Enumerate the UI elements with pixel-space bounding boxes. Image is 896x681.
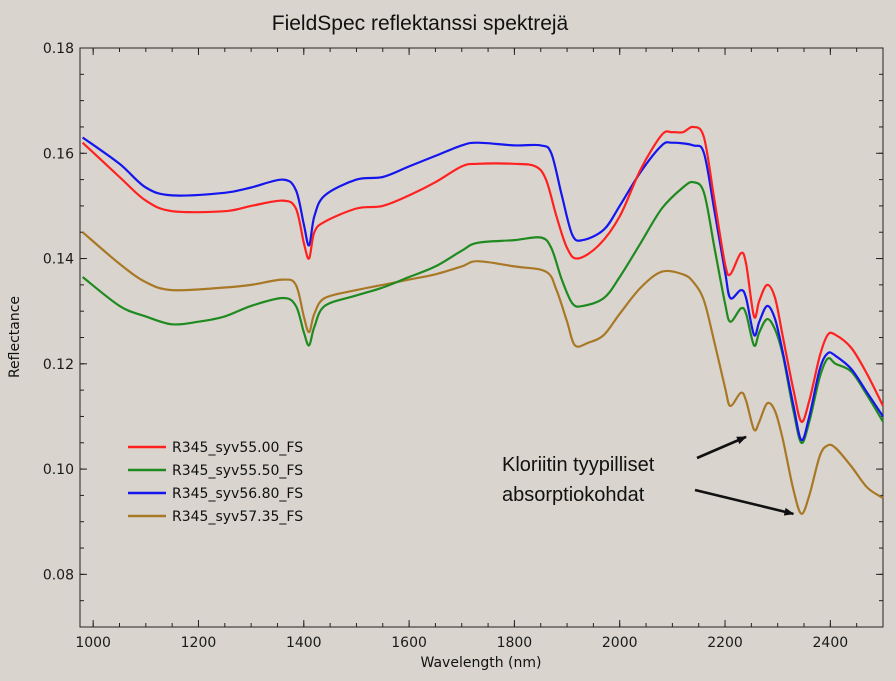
x-tick-label: 2400 [813,635,849,651]
x-tick-label: 2200 [707,635,743,651]
y-tick-label: 0.08 [43,567,74,583]
series-line-R345_syv57.35_FS [81,231,884,515]
legend-label: R345_syv56.80_FS [172,486,303,502]
annotation-arrow [694,488,795,516]
legend-label: R345_syv55.50_FS [172,463,303,479]
legend-label: R345_syv57.35_FS [172,509,303,525]
series-layer [81,125,884,515]
annotation: Kloriitin tyypilliset absorptiokohdat [502,435,795,516]
x-tick-label: 1600 [391,635,427,651]
series-line-R345_syv56.80_FS [81,136,884,442]
legend: R345_syv55.00_FS R345_syv55.50_FS R345_syv… [128,440,303,525]
annotation-line-1: Kloriitin tyypilliset [502,454,655,476]
series-line-R345_syv55.00_FS [81,125,884,423]
y-tick-label: 0.14 [43,252,74,268]
x-tick-label: 1000 [75,635,111,651]
y-tick-label: 0.16 [43,146,74,162]
y-axis-label: Reflectance [7,296,23,378]
y-tick-label: 0.10 [43,462,74,478]
y-tick-label: 0.18 [43,41,74,57]
x-axis-label: Wavelength (nm) [421,655,542,671]
x-tick-label: 1800 [497,635,533,651]
x-tick-label: 2000 [602,635,638,651]
y-axis: 0.08 0.10 0.12 0.14 0.16 0.18 [43,41,883,628]
plot-area [79,47,884,628]
chart-title: FieldSpec reflektanssi spektrejä [272,12,569,35]
legend-label: R345_syv55.00_FS [172,440,303,456]
annotation-line-2: absorptiokohdat [502,484,645,506]
annotation-arrow [696,435,747,460]
x-axis: 1000 1200 1400 1600 1800 2000 2200 2400 [75,48,884,651]
x-tick-label: 1400 [286,635,322,651]
y-tick-label: 0.12 [43,357,74,373]
x-tick-label: 1200 [181,635,217,651]
